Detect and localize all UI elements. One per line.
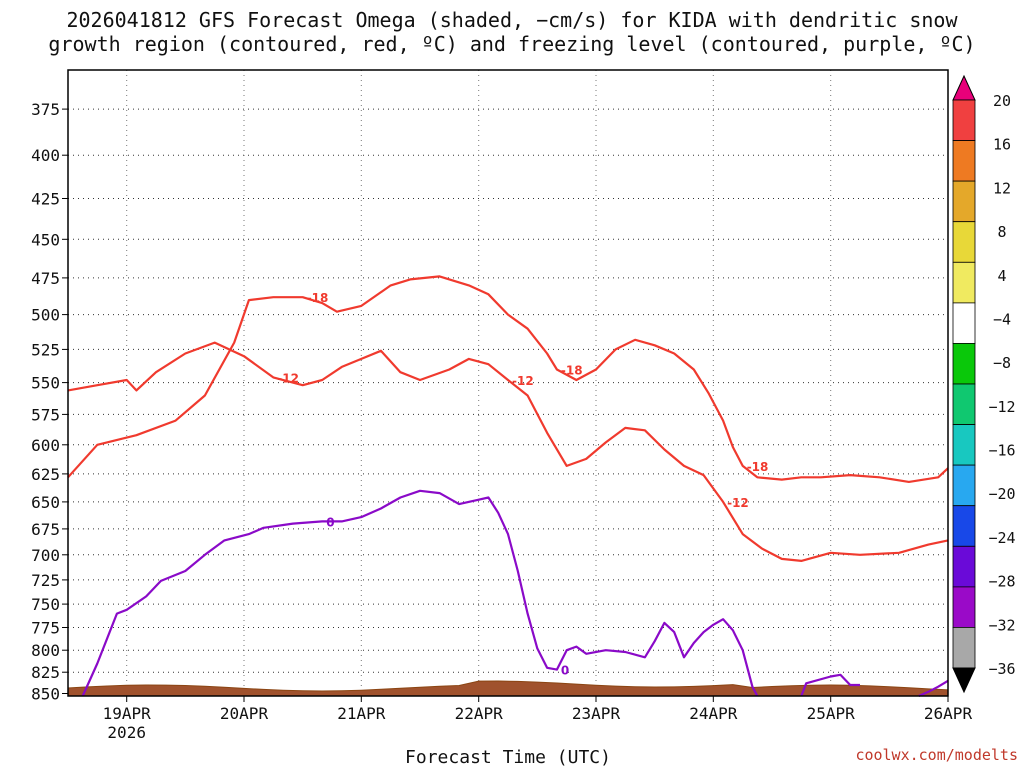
- y-tick-label: 525: [31, 340, 60, 359]
- y-tick-label: 450: [31, 230, 60, 249]
- y-tick-label: 500: [31, 306, 60, 325]
- colorbar-swatch: [952, 261, 976, 304]
- dgz-contour-label: -18: [747, 460, 769, 474]
- y-tick-label: 850: [31, 685, 60, 704]
- dgz-contour-line: [67, 341, 949, 563]
- dgz-contour-label: -18: [307, 291, 329, 305]
- colorbar-swatch: [952, 342, 976, 385]
- freezing-contour-line: [800, 673, 860, 697]
- y-tick-label: 425: [31, 190, 60, 209]
- plot-gridlines: [68, 70, 949, 696]
- colorbar-swatch: [952, 627, 976, 669]
- dgz-contour-label: -12: [727, 496, 749, 510]
- colorbar-label: −4: [993, 311, 1011, 329]
- freezing-contour-label: 0: [561, 664, 569, 678]
- chart-title-line-1: 2026041812 GFS Forecast Omega (shaded, −…: [66, 8, 958, 32]
- y-tick-label: 700: [31, 546, 60, 565]
- y-tick-label: 725: [31, 571, 60, 590]
- colorbar-swatch: [952, 424, 976, 466]
- colorbar-label: 8: [997, 223, 1006, 241]
- colorbar-label: 20: [993, 92, 1011, 110]
- colorbar-label: 16: [993, 136, 1011, 154]
- colorbar-swatch: [952, 221, 976, 263]
- y-tick-label: 575: [31, 405, 60, 424]
- colorbar-label: 4: [997, 267, 1006, 285]
- x-tick-label: 19APR: [103, 704, 152, 723]
- omega-colorbar: 20 16 12 8 4 −4 −8 −12 −16 −20 −24 −28 −32 −36: [952, 74, 1016, 694]
- dgz-contour-label: -12: [512, 374, 534, 388]
- y-tick-label: 600: [31, 436, 60, 455]
- y-tick-label: 750: [31, 595, 60, 614]
- freezing-contour-line: [918, 679, 949, 698]
- colorbar-label: −12: [988, 398, 1015, 416]
- y-tick-label: 475: [31, 269, 60, 288]
- colorbar-swatch: [952, 545, 976, 588]
- dgz-contour-label: -18: [561, 364, 583, 378]
- x-tick-year: 2026: [107, 723, 146, 742]
- colorbar-swatch: [952, 180, 976, 223]
- x-tick-label: 26APR: [924, 704, 973, 723]
- dgz-contour-label: -12: [277, 371, 299, 385]
- x-tick-label: 25APR: [807, 704, 856, 723]
- colorbar-swatch: [952, 140, 976, 182]
- colorbar-label: −32: [988, 616, 1015, 634]
- y-tick-label: 800: [31, 641, 60, 660]
- colorbar-label: −36: [988, 660, 1015, 678]
- colorbar-swatch: [952, 505, 976, 547]
- temperature-contours: -18 -18 -18 -12 -12 -12 0 0: [67, 275, 949, 698]
- x-tick-label: 20APR: [220, 704, 269, 723]
- colorbar-label: −8: [993, 354, 1011, 372]
- y-tick-label: 650: [31, 493, 60, 512]
- x-axis-title: Forecast Time (UTC): [405, 747, 611, 768]
- colorbar-swatch: [952, 586, 976, 628]
- colorbar-swatch: [952, 464, 976, 507]
- colorbar-swatch: [952, 383, 976, 425]
- x-tick-label: 21APR: [337, 704, 386, 723]
- colorbar-swatch: [952, 302, 976, 344]
- x-tick-label: 23APR: [572, 704, 621, 723]
- colorbar-bottom-arrow: [952, 667, 976, 694]
- colorbar-label: −20: [988, 485, 1015, 503]
- colorbar-label: −16: [988, 442, 1015, 460]
- terrain-ground-fill: [67, 680, 949, 697]
- credit-text: coolwx.com/modelts: [855, 746, 1018, 764]
- colorbar-swatch: [952, 99, 976, 141]
- colorbar-top-arrow: [952, 74, 976, 101]
- freezing-contour-line: [81, 489, 759, 697]
- y-tick-label: 400: [31, 146, 60, 165]
- y-tick-label: 675: [31, 520, 60, 539]
- colorbar-label: −28: [988, 573, 1015, 591]
- y-tick-label: 625: [31, 465, 60, 484]
- terrain-fill: [67, 680, 949, 697]
- x-tick-label: 22APR: [455, 704, 504, 723]
- y-tick-label: 775: [31, 619, 60, 638]
- colorbar-label: −24: [988, 529, 1015, 547]
- y-tick-label: 375: [31, 100, 60, 119]
- freezing-contour-label: 0: [326, 515, 334, 529]
- y-tick-label: 825: [31, 663, 60, 682]
- y-tick-label: 550: [31, 374, 60, 393]
- chart-title-line-2: growth region (contoured, red, ºC) and f…: [48, 32, 975, 56]
- dgz-contour-line: [67, 275, 949, 483]
- y-axis-pressure: 375 400 425 450 475 500 525 550 575 600 625 650 675 7…: [31, 100, 68, 704]
- colorbar-label: 12: [993, 179, 1011, 197]
- x-tick-label: 24APR: [689, 704, 738, 723]
